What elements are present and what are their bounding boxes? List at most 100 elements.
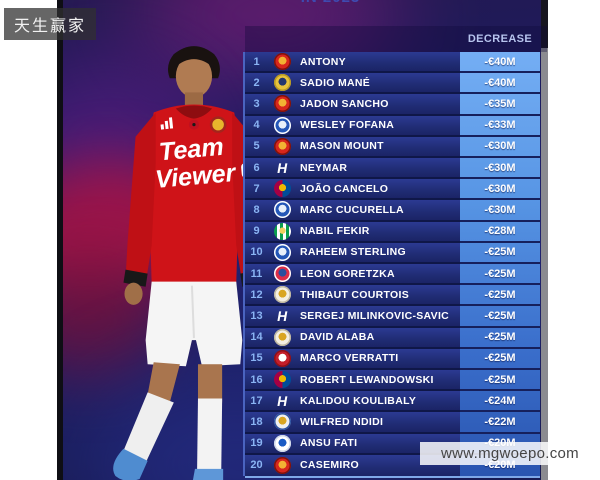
jersey-collar <box>175 105 213 119</box>
club-badge-real-madrid-icon <box>274 286 291 304</box>
table-row: 2 SADIO MANÉ <box>245 73 460 95</box>
photo-right-edge <box>541 0 548 480</box>
player-name: MARC CUCURELLA <box>300 203 404 216</box>
club-badge-leicester-icon <box>274 413 291 431</box>
poppy-badge-icon <box>188 119 199 130</box>
table-row: 5 MASON MOUNT <box>245 136 460 158</box>
club-badge-chelsea-icon <box>274 243 291 261</box>
player-face <box>175 55 213 98</box>
rank-cell: 7 <box>253 182 260 195</box>
decrease-value-cell: -€25M <box>460 243 540 264</box>
rank-cell: 16 <box>250 373 263 386</box>
club-badge-real-betis-icon <box>274 222 291 240</box>
decrease-value-cell: -€30M <box>460 179 540 201</box>
rank-cell: 18 <box>250 415 263 428</box>
rank-cell: 5 <box>253 140 260 153</box>
player-name: ANTONY <box>300 55 346 68</box>
photo-left-edge <box>57 0 63 480</box>
table-row: 10 RAHEEM STERLING <box>245 242 460 264</box>
decrease-value-cell: -€40M <box>460 73 540 95</box>
player-name: MARCO VERRATTI <box>300 352 399 365</box>
player-name: ANSU FATI <box>300 437 358 450</box>
right-thigh <box>197 364 223 403</box>
club-badge-chelsea-icon <box>274 116 291 134</box>
player-name: LEON GORETZKA <box>300 267 395 280</box>
shirt-sponsor: Team Viewer <box>154 133 257 194</box>
decrease-value-cell: -€40M <box>460 52 540 74</box>
table-row: 12 THIBAUT COURTOIS <box>245 285 460 307</box>
player-name: THIBAUT COURTOIS <box>300 288 410 301</box>
left-sock <box>123 392 174 463</box>
club-badge-chelsea-icon <box>274 201 291 219</box>
player-name: ROBERT LEWANDOWSKI <box>300 373 434 386</box>
player-name: JOÃO CANCELO <box>300 182 389 195</box>
rank-cell: 2 <box>253 76 260 89</box>
decrease-value-cell: -€30M <box>460 200 540 222</box>
player-name: MASON MOUNT <box>300 140 384 153</box>
player-name: RAHEEM STERLING <box>300 246 407 259</box>
ranking-table: 1 ANTONY 2 SADIO MANÉ 3 JADON SANCHO 4 W… <box>243 52 460 476</box>
rank-cell: 9 <box>253 225 260 238</box>
rank-cell: 11 <box>250 267 263 280</box>
player-name: CASEMIRO <box>300 459 359 472</box>
rank-cell: 12 <box>250 288 263 301</box>
club-badge-al-hilal-icon: H <box>276 159 289 176</box>
decrease-column-header: DECREASE <box>467 33 533 45</box>
club-badge-bayern-icon <box>274 265 291 283</box>
clipped-top-title: IN 2023 <box>283 0 378 6</box>
rank-cell: 8 <box>253 203 260 216</box>
player-name: JADON SANCHO <box>300 97 389 110</box>
table-row: 15 MARCO VERRATTI <box>245 348 460 370</box>
shirt-sponsor-line1: Team <box>158 133 225 167</box>
player-name: DAVID ALABA <box>300 331 375 344</box>
decrease-value-cell: -€25M <box>460 306 540 328</box>
clipped-top-title-text: IN 2023 <box>283 0 378 6</box>
table-row: 7 JOÃO CANCELO <box>245 179 460 201</box>
club-badge-al-nassr-icon <box>274 74 291 92</box>
decrease-value-cell: -€24M <box>460 391 540 413</box>
rank-cell: 10 <box>250 246 263 259</box>
shorts-seam <box>190 285 195 339</box>
club-badge-man-utd-icon <box>274 53 291 71</box>
player-name: NEYMAR <box>300 161 348 174</box>
rank-cell: 20 <box>250 459 263 472</box>
decrease-value-cell: -€25M <box>460 370 540 392</box>
decrease-value-cell: -€30M <box>460 137 540 158</box>
rank-cell: 1 <box>253 55 260 68</box>
table-row: 11 LEON GORETZKA <box>245 264 460 286</box>
right-sock <box>196 398 223 480</box>
club-badge-man-utd-icon <box>274 137 291 155</box>
player-name: SADIO MANÉ <box>300 76 371 89</box>
left-cuff <box>123 269 148 287</box>
decrease-value-cell: -€30M <box>460 158 540 180</box>
table-header-band <box>245 26 547 52</box>
table-row: 1 ANTONY <box>245 52 460 74</box>
table-row: 14 DAVID ALABA <box>245 327 460 349</box>
club-badge-al-hilal-icon: H <box>276 307 289 324</box>
player-name: WESLEY FOFANA <box>300 119 395 132</box>
rank-cell: 17 <box>250 394 263 407</box>
club-badge-man-utd-icon <box>274 95 291 113</box>
club-badge-barcelona-icon <box>274 371 291 389</box>
club-badge-real-madrid-icon <box>274 328 291 346</box>
right-boot <box>192 468 224 480</box>
club-badge-al-hilal-icon: H <box>276 392 289 409</box>
decrease-value-cell: -€25M <box>460 328 540 349</box>
table-row: 9 NABIL FEKIR <box>245 221 460 243</box>
adidas-logo-icon <box>160 117 174 130</box>
table-row: 19 ANSU FATI <box>245 433 460 455</box>
table-row: 16 ROBERT LEWANDOWSKI <box>245 370 460 392</box>
player-illustration: Team Viewer <box>113 46 265 480</box>
player-name: SERGEJ MILINKOVIC-SAVIC <box>300 309 450 322</box>
table-row: 6 H NEYMAR <box>245 158 460 180</box>
rank-cell: 15 <box>250 352 263 365</box>
decrease-value-cell: -€22M <box>460 412 540 434</box>
left-thigh <box>147 362 180 403</box>
table-row: 4 WESLEY FOFANA <box>245 115 460 137</box>
table-row: 8 MARC CUCURELLA <box>245 200 460 222</box>
decrease-value-cell: -€35M <box>460 94 540 116</box>
player-name: WILFRED NDIDI <box>300 415 384 428</box>
watermark-bottom-right: www.mgwoepo.com <box>420 442 600 465</box>
club-badge-barcelona-icon <box>274 180 291 198</box>
